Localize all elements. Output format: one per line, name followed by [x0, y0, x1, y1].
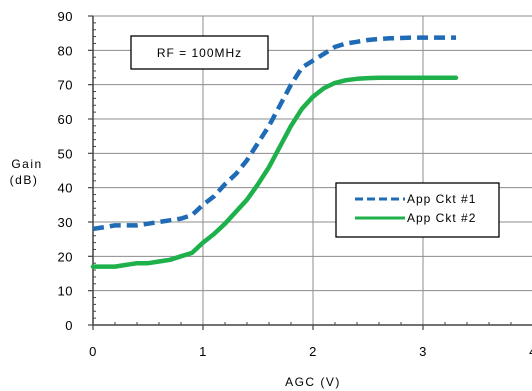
y-tick-label: 20 [58, 249, 73, 264]
y-tick-label: 50 [58, 146, 73, 161]
y-tick-label: 10 [58, 284, 73, 299]
x-axis-title: AGC (V) [285, 375, 341, 389]
y-tick-label: 0 [65, 318, 73, 333]
legend: App Ckt #1 App Ckt #2 [335, 182, 500, 238]
y-tick-label: 90 [58, 9, 73, 24]
legend-label-app-ckt-2: App Ckt #2 [407, 211, 476, 225]
y-axis-title-line1: Gain [11, 157, 42, 171]
annotation-box: RF = 100MHz [130, 35, 269, 70]
series-lines [90, 35, 459, 269]
y-tick-label: 60 [58, 112, 73, 127]
series-line-1 [92, 35, 456, 232]
tick-marks [88, 15, 512, 330]
y-tick-labels: 0 10 20 30 40 50 60 70 80 90 [58, 9, 73, 333]
annotation-frame [130, 35, 269, 70]
x-tick-label: 3 [419, 344, 427, 359]
x-tick-label: 4 [529, 344, 532, 359]
y-tick-label: 30 [58, 215, 73, 230]
legend-frame [335, 182, 500, 238]
x-tick-label: 2 [309, 344, 317, 359]
series-line-2 [90, 75, 459, 269]
x-tick-label: 0 [89, 344, 97, 359]
x-tick-label: 1 [199, 344, 207, 359]
y-tick-label: 40 [58, 181, 73, 196]
y-tick-label: 80 [58, 43, 73, 58]
y-axis-title-line2: (dB) [10, 173, 39, 187]
annotation-text: RF = 100MHz [157, 46, 242, 60]
x-tick-labels: 0 1 2 3 4 [89, 344, 532, 359]
y-tick-label: 70 [58, 78, 73, 93]
legend-label-app-ckt-1: App Ckt #1 [407, 192, 476, 206]
